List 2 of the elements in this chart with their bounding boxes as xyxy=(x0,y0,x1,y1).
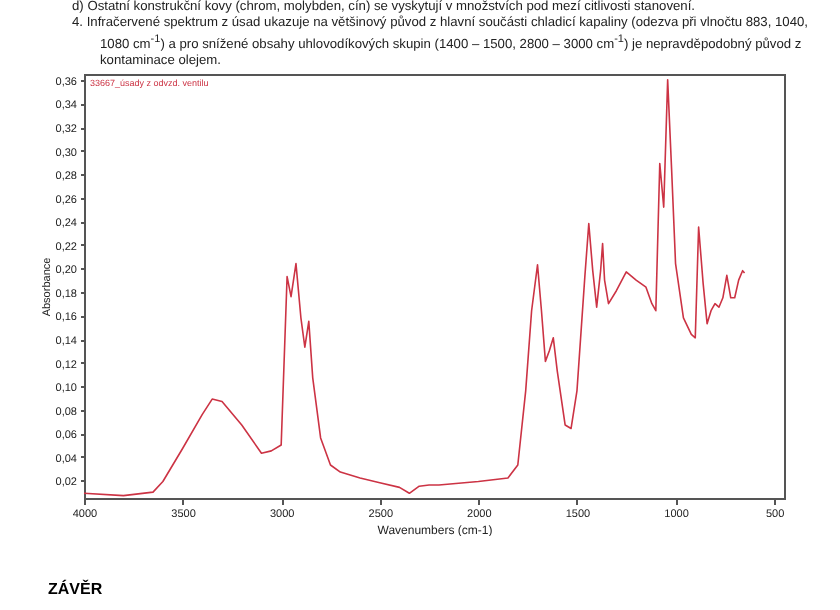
line-series xyxy=(83,79,746,497)
text: ZÁVĚR xyxy=(46,577,105,599)
